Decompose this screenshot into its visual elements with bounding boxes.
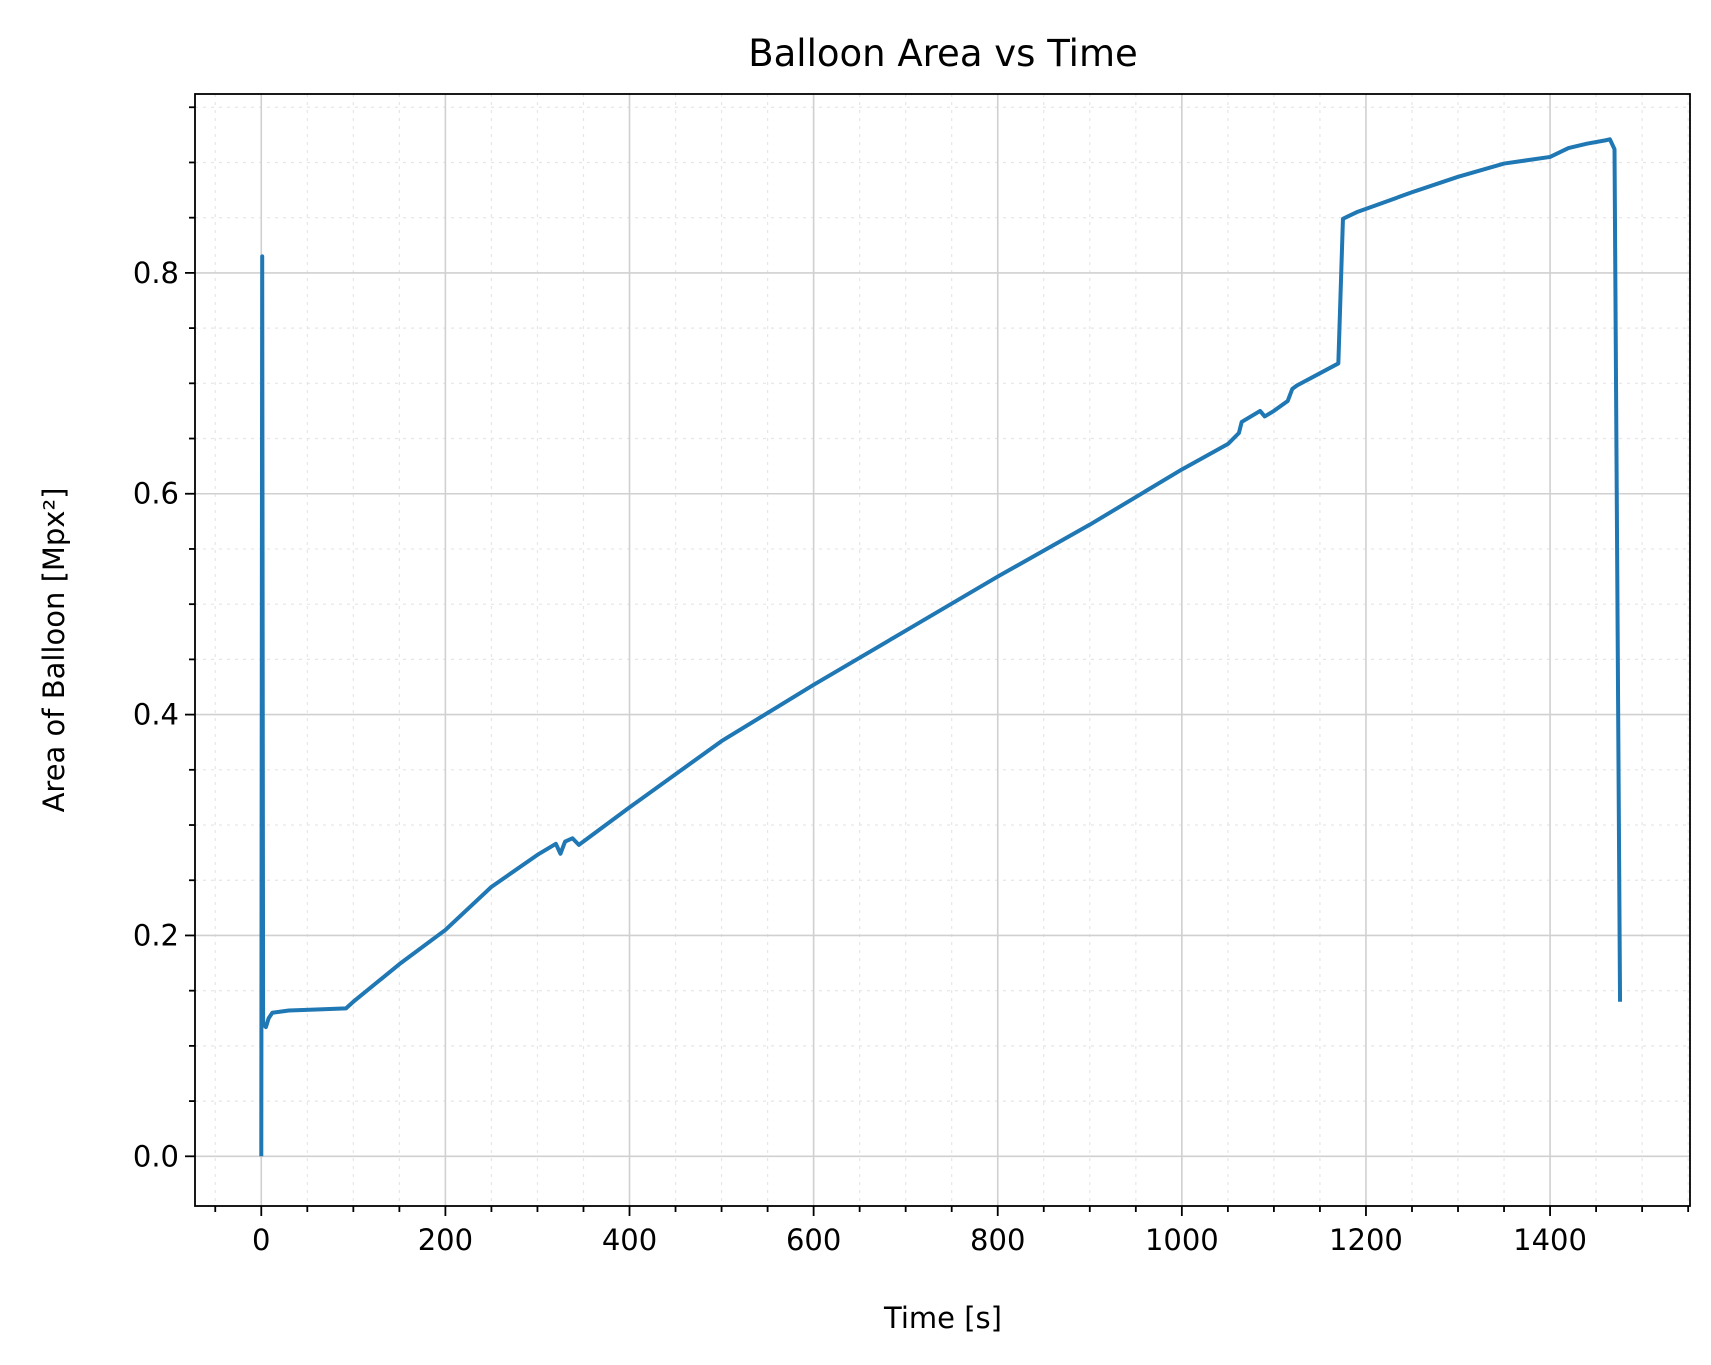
x-tick-label: 1000 [1145, 1223, 1219, 1257]
axis-ticks [185, 106, 1690, 1216]
y-tick-label: 0.0 [133, 1139, 179, 1173]
x-tick-label: 400 [602, 1223, 657, 1257]
tick-labels: 0 200 400 600 800 1000 1200 1400 0.0 0.2 0.4 0.6 0.8 [133, 256, 1587, 1257]
x-tick-label: 800 [970, 1223, 1025, 1257]
chart-title: Balloon Area vs Time [748, 32, 1138, 75]
y-tick-label: 0.8 [133, 256, 179, 290]
plot-frame [194, 93, 1691, 1207]
x-tick-label: 600 [786, 1223, 841, 1257]
minor-gridlines [195, 94, 1690, 1206]
x-tick-label: 0 [252, 1223, 270, 1257]
x-tick-label: 200 [418, 1223, 473, 1257]
major-gridlines [195, 94, 1690, 1206]
y-axis-label: Area of Balloon [Mpx²] [37, 488, 71, 813]
y-tick-label: 0.2 [133, 918, 179, 952]
y-tick-label: 0.4 [133, 698, 179, 732]
series-line [259, 137, 1623, 1157]
x-tick-label: 1400 [1513, 1223, 1587, 1257]
x-axis-label: Time [s] [883, 1301, 1002, 1335]
series-layer [259, 137, 1623, 1157]
y-tick-label: 0.6 [133, 477, 179, 511]
x-tick-label: 1200 [1329, 1223, 1403, 1257]
